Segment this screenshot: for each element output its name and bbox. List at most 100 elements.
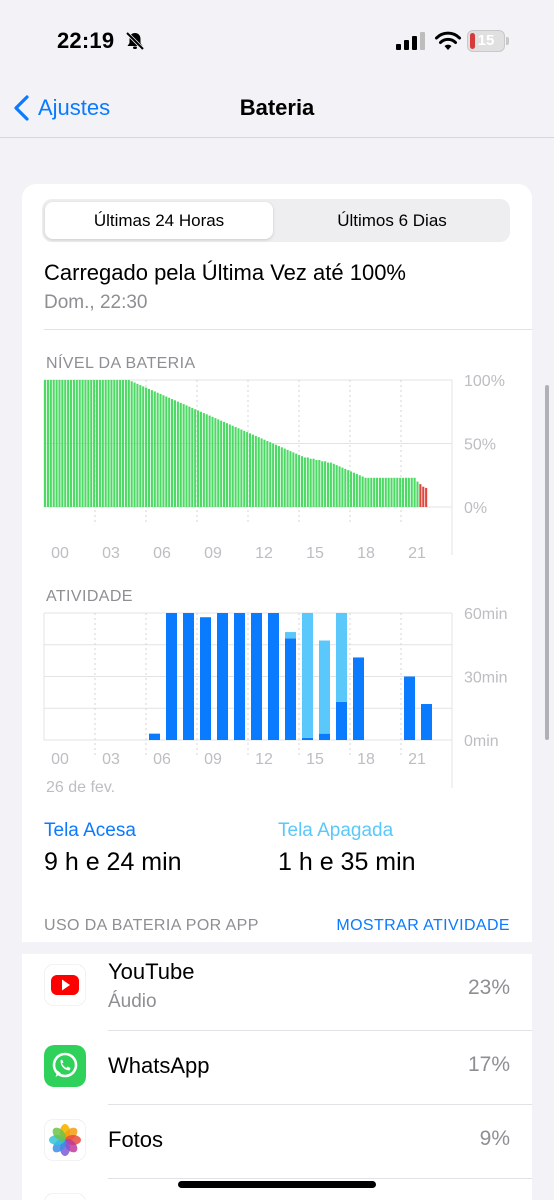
activity-bar-screen-on (251, 613, 262, 740)
battery-bar (153, 391, 156, 507)
battery-bar (142, 386, 145, 507)
segment-last-24-hours[interactable]: Últimas 24 Horas (45, 202, 273, 239)
activity-bar-screen-on (268, 613, 279, 740)
battery-bar (202, 413, 205, 507)
battery-bar (162, 395, 165, 507)
battery-bar (46, 380, 49, 507)
activity-bar-screen-on (234, 613, 245, 740)
home-indicator[interactable] (178, 1181, 376, 1188)
battery-bar (410, 477, 413, 507)
cellular-signal-icon (396, 32, 425, 50)
app-percent: 23% (467, 976, 510, 999)
y-tick-label: 60min (464, 606, 508, 623)
battery-bar (332, 463, 335, 507)
battery-bar (370, 477, 373, 507)
battery-bar (298, 454, 301, 507)
battery-bar (159, 393, 162, 507)
x-tick-label: 06 (153, 545, 171, 562)
battery-bar (113, 380, 116, 507)
show-activity-button[interactable]: MOSTRAR ATIVIDADE (336, 917, 510, 934)
battery-bar (211, 416, 214, 507)
battery-bar (237, 428, 240, 507)
app-row-partial[interactable] (22, 1179, 532, 1200)
app-usage-header: USO DA BATERIA POR APP (44, 917, 259, 934)
activity-chart[interactable]: 00 03 06 09 12 15 18 21 60min 30min 0min 26 de fev. (22, 604, 532, 804)
x-tick-label: 12 (255, 545, 273, 562)
divider (108, 1030, 532, 1031)
battery-bar (335, 465, 338, 507)
battery-bar (338, 466, 341, 507)
x-tick-label: 06 (153, 751, 171, 768)
divider (108, 1104, 532, 1105)
battery-bar (246, 432, 249, 507)
y-tick-label: 0% (464, 500, 487, 517)
battery-bar (231, 425, 234, 507)
battery-bar (355, 473, 358, 507)
battery-bar (98, 380, 101, 507)
youtube-icon (44, 964, 86, 1006)
y-tick-label: 50% (464, 437, 496, 454)
battery-bar (269, 442, 272, 507)
activity-bar-screen-on (353, 657, 364, 740)
battery-bar (95, 380, 99, 507)
battery-bar (110, 380, 113, 507)
bell-slash-icon (125, 31, 145, 51)
battery-bar (150, 390, 153, 507)
x-tick-label: 18 (357, 545, 375, 562)
battery-level-chart[interactable]: 00 03 06 09 12 15 18 21 100% 50% 0% (22, 369, 532, 569)
battery-bar (306, 457, 309, 507)
last-charge-time: Dom., 22:30 (44, 292, 148, 313)
battery-bar (384, 477, 387, 507)
battery-bar (381, 477, 384, 507)
last-charge-title: Carregado pela Última Vez até 100% (44, 260, 406, 285)
battery-bar (312, 458, 315, 507)
battery-bar (419, 484, 422, 507)
activity-bar-screen-on (200, 617, 211, 740)
battery-bar (84, 380, 87, 507)
battery-bar (341, 467, 344, 507)
navigation-bar: Ajustes Bateria (0, 80, 554, 138)
scroll-indicator[interactable] (545, 385, 549, 740)
app-row-whatsapp[interactable]: WhatsApp 17% (22, 1031, 532, 1105)
battery-bar (191, 407, 194, 507)
segment-last-6-days[interactable]: Últimos 6 Dias (337, 211, 447, 230)
battery-bar (121, 380, 125, 507)
x-tick-label: 12 (255, 751, 273, 768)
app-name: YouTube (108, 959, 195, 984)
battery-bar (107, 380, 110, 507)
activity-bar-screen-on (285, 638, 296, 740)
battery-bar (358, 475, 361, 507)
y-tick-label: 0min (464, 733, 499, 750)
battery-bar (396, 477, 399, 507)
battery-bar (315, 460, 318, 507)
battery-bar (173, 400, 177, 507)
battery-bar (326, 462, 330, 507)
battery-bar (234, 426, 237, 507)
x-tick-label: 15 (306, 545, 324, 562)
activity-bar-screen-on (183, 613, 194, 740)
battery-bar (274, 444, 278, 507)
battery-icon: 15 (467, 30, 511, 52)
battery-bar (272, 443, 275, 507)
battery-bar (78, 380, 81, 507)
battery-bar (243, 430, 246, 507)
battery-bar (225, 423, 228, 507)
whatsapp-icon (44, 1045, 86, 1087)
app-row-fotos[interactable]: Fotos 9% (22, 1105, 532, 1179)
battery-bar (254, 435, 257, 507)
app-row-youtube[interactable]: YouTube Áudio 23% (22, 954, 532, 1028)
battery-bar (220, 420, 223, 507)
battery-bar (240, 429, 243, 507)
battery-bar (208, 415, 211, 507)
screen-on-value: 9 h e 24 min (44, 848, 182, 876)
back-button[interactable]: Ajustes (12, 92, 110, 124)
divider (44, 329, 532, 330)
activity-bar-screen-on (404, 676, 415, 740)
x-tick-label: 09 (204, 545, 222, 562)
battery-bar (280, 447, 283, 507)
activity-bar-screen-off (319, 640, 330, 734)
battery-bar (139, 385, 142, 507)
battery-bar (425, 487, 428, 507)
battery-bar (378, 477, 382, 507)
battery-bar (116, 380, 119, 507)
